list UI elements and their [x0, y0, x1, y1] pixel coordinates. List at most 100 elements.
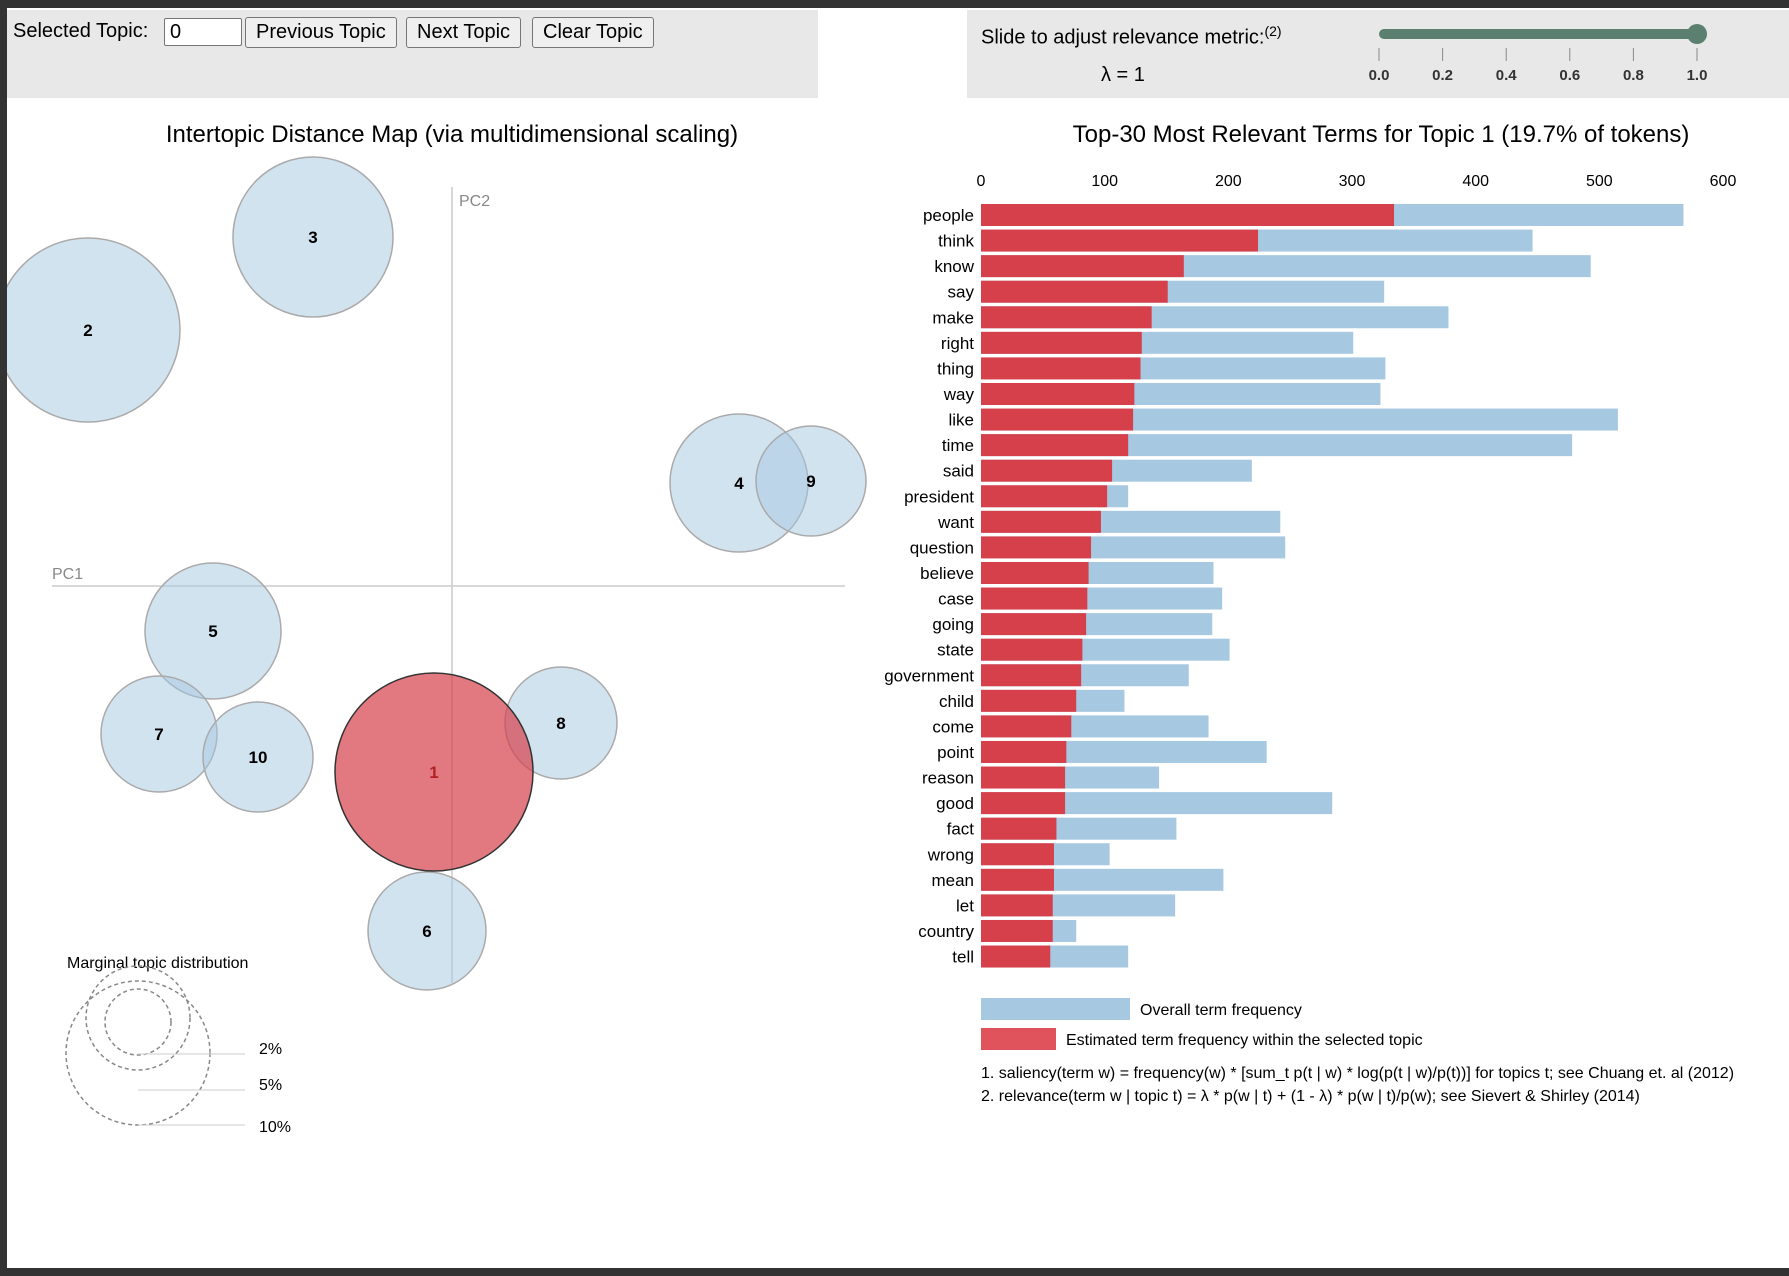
term-label[interactable]: way: [943, 385, 975, 404]
footnote-saliency: 1. saliency(term w) = frequency(w) * [su…: [981, 1065, 1734, 1082]
term-label[interactable]: thing: [937, 359, 974, 378]
term-label[interactable]: child: [939, 692, 974, 711]
overall-frequency-bar[interactable]: [981, 408, 1618, 431]
term-label[interactable]: think: [938, 232, 974, 251]
topic-circle-6[interactable]: [367, 871, 487, 991]
relevance-slider[interactable]: 0.0 0.2 0.4 0.6 0.8 1.0: [967, 10, 1789, 98]
topic-frequency-bar[interactable]: [981, 229, 1259, 252]
term-label[interactable]: like: [948, 411, 974, 430]
topic-frequency-bar[interactable]: [981, 740, 1067, 763]
topic-frequency-bar[interactable]: [981, 587, 1088, 610]
term-label[interactable]: believe: [920, 564, 974, 583]
topic-frequency-bar[interactable]: [981, 689, 1077, 712]
topic-frequency-bar[interactable]: [981, 255, 1184, 278]
term-label[interactable]: country: [918, 922, 974, 941]
term-label[interactable]: president: [904, 487, 974, 506]
term-label[interactable]: want: [937, 513, 974, 532]
legend-label-5pct: 5%: [259, 1077, 282, 1094]
topic-frequency-bar[interactable]: [981, 868, 1054, 891]
topic-frequency-bar[interactable]: [981, 945, 1051, 968]
x-tick-label: 600: [1710, 173, 1737, 190]
topic-frequency-bar[interactable]: [981, 382, 1135, 405]
overall-frequency-bar[interactable]: [981, 434, 1573, 457]
term-label[interactable]: know: [934, 257, 974, 276]
term-label[interactable]: good: [936, 794, 974, 813]
topic-frequency-bar[interactable]: [981, 408, 1134, 431]
term-labels: people think know say make right thing way like t…: [884, 206, 975, 967]
topic-frequency-bar[interactable]: [981, 561, 1089, 584]
topic-frequency-bar[interactable]: [981, 894, 1053, 917]
topic-frequency-bar[interactable]: [981, 204, 1395, 226]
topic-circle-9[interactable]: [755, 425, 867, 537]
topic-frequency-bar[interactable]: [981, 280, 1168, 303]
topic-label-2: 2: [83, 321, 92, 340]
topic-frequency-bar[interactable]: [981, 485, 1108, 508]
term-label[interactable]: wrong: [927, 845, 974, 864]
term-label[interactable]: question: [910, 538, 974, 557]
x-tick-label: 400: [1462, 173, 1489, 190]
term-label[interactable]: right: [941, 334, 974, 353]
term-label[interactable]: mean: [931, 871, 974, 890]
topic-frequency-bar[interactable]: [981, 510, 1101, 533]
term-label[interactable]: going: [932, 615, 974, 634]
term-label[interactable]: said: [943, 462, 974, 481]
topic-frequency-bar[interactable]: [981, 331, 1142, 354]
selected-topic-input[interactable]: [164, 18, 242, 46]
topic-frequency-bar[interactable]: [981, 638, 1083, 661]
topic-label-5: 5: [208, 622, 217, 641]
topic-frequency-bars: [981, 204, 1395, 968]
marginal-legend-title: Marginal topic distribution: [67, 955, 248, 972]
topic-frequency-bar[interactable]: [981, 459, 1113, 482]
slider-tick-label: 0.8: [1623, 67, 1644, 84]
term-label[interactable]: fact: [947, 820, 975, 839]
term-label[interactable]: tell: [952, 948, 974, 967]
slider-handle[interactable]: [1687, 24, 1707, 44]
topic-frequency-bar[interactable]: [981, 357, 1141, 380]
topic-circle-3[interactable]: [232, 156, 394, 318]
topic-frequency-bar[interactable]: [981, 306, 1152, 329]
x-tick-label: 200: [1215, 173, 1242, 190]
slider-label-text: Slide to adjust relevance metric:: [981, 26, 1265, 49]
term-label[interactable]: say: [948, 283, 975, 302]
topic-frequency-bar[interactable]: [981, 664, 1082, 687]
term-label[interactable]: people: [923, 206, 974, 225]
legend-swatch-estimated: [981, 1028, 1056, 1050]
term-label[interactable]: reason: [922, 769, 974, 788]
term-label[interactable]: point: [937, 743, 974, 762]
topic-label-4: 4: [734, 474, 744, 493]
topic-circle-2[interactable]: [7, 237, 181, 423]
slider-track[interactable]: [1379, 29, 1697, 39]
legend-label-10pct: 10%: [259, 1119, 291, 1136]
topic-frequency-bar[interactable]: [981, 919, 1053, 942]
pc2-label: PC2: [459, 193, 490, 210]
overall-frequency-bar[interactable]: [981, 792, 1333, 815]
term-label[interactable]: come: [932, 717, 974, 736]
clear-topic-button[interactable]: Clear Topic: [532, 17, 654, 48]
topic-controls-panel: Selected Topic: Previous Topic Next Topi…: [7, 10, 818, 98]
selected-topic-label: Selected Topic:: [13, 20, 149, 42]
topic-label-7: 7: [154, 725, 163, 744]
topic-circle-1[interactable]: [334, 672, 534, 872]
term-label[interactable]: make: [932, 308, 974, 327]
term-label[interactable]: government: [884, 666, 974, 685]
previous-topic-button[interactable]: Previous Topic: [245, 17, 397, 48]
x-tick-label: 0: [977, 173, 986, 190]
topic-frequency-bar[interactable]: [981, 792, 1066, 815]
topic-frequency-bar[interactable]: [981, 536, 1092, 559]
topic-frequency-bar[interactable]: [981, 843, 1054, 866]
topic-frequency-bar[interactable]: [981, 766, 1066, 789]
term-label[interactable]: time: [942, 436, 974, 455]
topic-frequency-bar[interactable]: [981, 817, 1057, 840]
topic-frequency-bar[interactable]: [981, 613, 1087, 636]
topic-circle-10[interactable]: [202, 701, 314, 813]
topic-circle-5[interactable]: [144, 562, 282, 700]
legend-circle-5pct: [85, 965, 191, 1071]
topic-frequency-bar[interactable]: [981, 434, 1129, 457]
term-label[interactable]: state: [937, 641, 974, 660]
ldavis-canvas: Selected Topic: Previous Topic Next Topi…: [7, 8, 1789, 1268]
topic-frequency-bar[interactable]: [981, 715, 1072, 738]
term-label[interactable]: let: [956, 896, 974, 915]
next-topic-button[interactable]: Next Topic: [406, 17, 522, 48]
term-label[interactable]: case: [938, 590, 974, 609]
slider-tick-label: 1.0: [1687, 67, 1708, 84]
